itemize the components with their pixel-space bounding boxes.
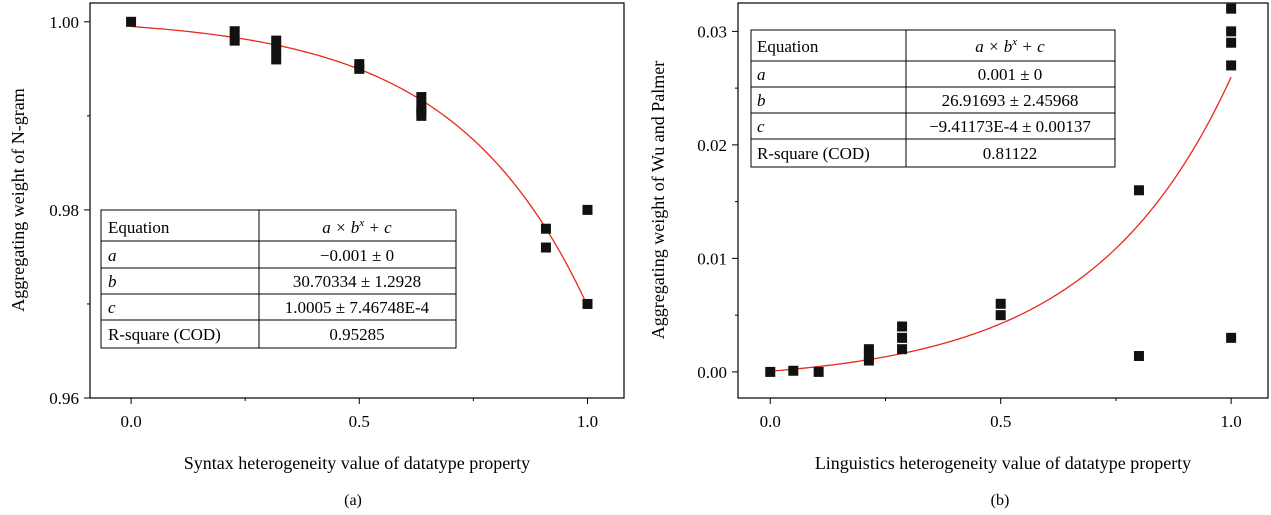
table-cell: c (757, 117, 765, 136)
plot-frame (89, 2, 625, 399)
data-point (354, 63, 365, 74)
table-cell: 1.0005 ± 7.46748E-4 (285, 298, 430, 317)
table-cell: −9.41173E-4 ± 0.00137 (929, 117, 1091, 136)
data-point (126, 16, 137, 27)
table-cell: b (108, 272, 117, 291)
data-point (1226, 26, 1237, 37)
data-point (582, 204, 593, 215)
data-point (995, 298, 1006, 309)
fit-table: Equation a × bx + c a −0.001 ± 0 b 30.70… (100, 209, 457, 349)
x-tick-label: 1.0 (577, 412, 598, 431)
panel-label: (a) (344, 492, 362, 509)
data-point (540, 242, 551, 253)
data-point (863, 344, 874, 355)
data-point (1226, 60, 1237, 71)
table-cell: a (757, 65, 766, 84)
x-axis-label: Linguistics heterogeneity value of datat… (815, 453, 1191, 473)
data-point (229, 35, 240, 46)
panel-label: (b) (991, 492, 1010, 509)
x-tick-label: 1.0 (1221, 412, 1242, 431)
data-point (897, 332, 908, 343)
data-point (229, 26, 240, 37)
x-tick-label: 0.0 (120, 412, 141, 431)
data-point (788, 365, 799, 376)
x-tick-label: 0.5 (349, 412, 370, 431)
table-cell: 0.001 ± 0 (978, 65, 1043, 84)
x-tick-label: 0.5 (990, 412, 1011, 431)
y-tick-label: 0.96 (49, 389, 79, 408)
data-point (271, 54, 282, 65)
data-point (1133, 351, 1144, 362)
fit-table: Equation a × bx + c a 0.001 ± 0 b 26.916… (750, 29, 1116, 168)
table-cell: Equation (108, 218, 170, 237)
table-cell: 0.95285 (329, 325, 384, 344)
y-tick-label: 0.98 (49, 201, 79, 220)
plot-frame (737, 2, 1269, 399)
y-axis-label: Aggregating weight of Wu and Palmer (648, 61, 668, 339)
table-cell: c (108, 298, 116, 317)
y-tick-label: 0.01 (697, 249, 727, 268)
table-cell: a × bx + c (322, 217, 392, 237)
data-point (582, 298, 593, 309)
y-tick-label: 0.00 (697, 363, 727, 382)
data-point (1226, 37, 1237, 48)
table-cell: −0.001 ± 0 (320, 246, 394, 265)
data-point (1226, 332, 1237, 343)
data-point (863, 355, 874, 366)
table-cell: a (108, 246, 117, 265)
data-point (416, 92, 427, 103)
data-point (995, 310, 1006, 321)
table-cell: 26.91693 ± 2.45968 (942, 91, 1079, 110)
data-point (765, 366, 776, 377)
table-cell: R-square (COD) (108, 325, 221, 344)
y-tick-label: 0.03 (697, 22, 727, 41)
data-point (863, 349, 874, 360)
table-cell: a × bx + c (975, 36, 1045, 56)
panel-a: 0.0 0.5 1.0 0.96 0.98 1.00 Equation a × bx + … (8, 2, 625, 509)
data-point (271, 45, 282, 56)
data-point (540, 223, 551, 234)
data-point (897, 321, 908, 332)
data-point (416, 110, 427, 121)
data-point (1226, 3, 1237, 14)
data-point (813, 366, 824, 377)
table-cell: R-square (COD) (757, 144, 870, 163)
table-cell: b (757, 91, 766, 110)
table-cell: 0.81122 (983, 144, 1038, 163)
fit-curve (770, 76, 1232, 372)
panel-b: 0.0 0.5 1.0 0.00 0.01 0.02 0.03 Equation a × b… (648, 2, 1269, 509)
y-tick-label: 1.00 (49, 13, 79, 32)
y-axis-label: Aggregating weight of N-gram (8, 88, 28, 311)
x-axis-label: Syntax heterogeneity value of datatype p… (184, 453, 530, 473)
table-cell: Equation (757, 37, 819, 56)
table-cell: 30.70334 ± 1.2928 (293, 272, 421, 291)
data-point (897, 344, 908, 355)
data-point (271, 35, 282, 46)
data-point (1133, 185, 1144, 196)
x-tick-label: 0.0 (760, 412, 781, 431)
y-tick-label: 0.02 (697, 136, 727, 155)
